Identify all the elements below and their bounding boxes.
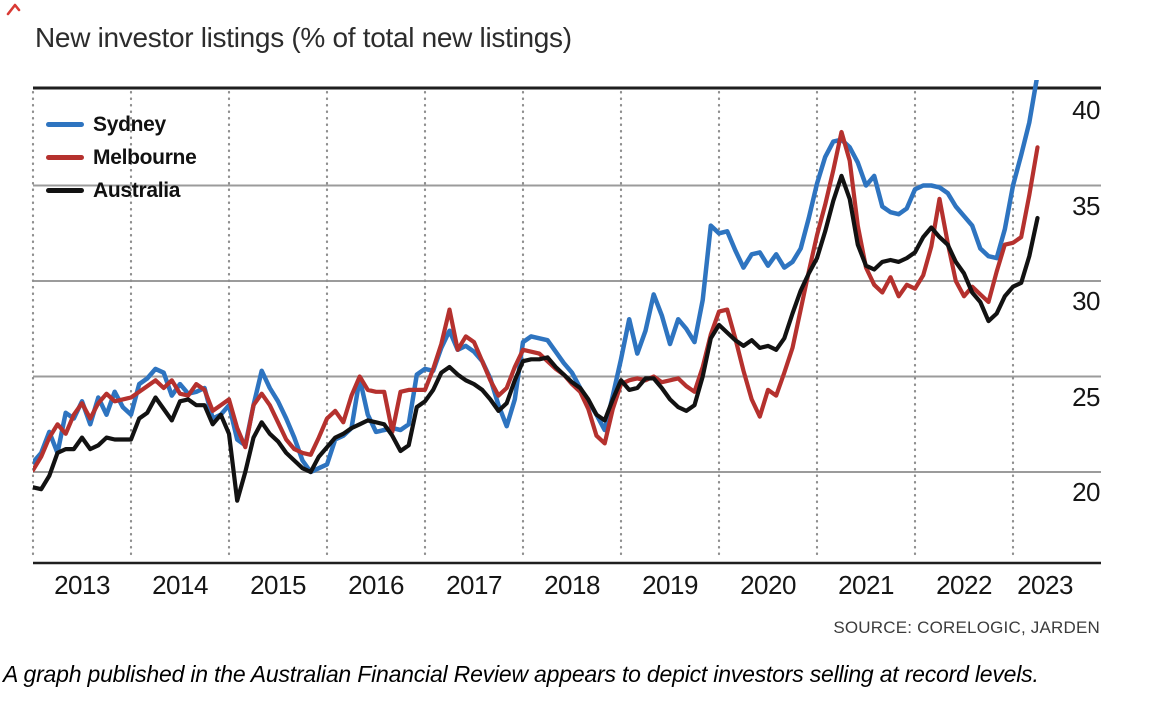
y-tick-label: 35: [1072, 190, 1100, 221]
y-tick-label: 25: [1072, 381, 1100, 412]
legend-item-australia: Australia: [46, 174, 196, 207]
legend-item-melbourne: Melbourne: [46, 141, 197, 174]
australia-line-swatch: [46, 188, 84, 193]
melbourne-series-line: [33, 129, 1040, 473]
legend-label-sydney: Sydney: [93, 112, 166, 136]
melbourne-line-swatch: [46, 155, 84, 160]
x-tick-label: 2016: [348, 570, 404, 600]
y-tick-label: 40: [1072, 95, 1100, 125]
x-tick-label: 2018: [544, 570, 600, 600]
x-tick-label: 2023: [1017, 570, 1073, 600]
legend-label-australia: Australia: [93, 178, 181, 202]
red-corner-mark: [6, 3, 21, 16]
sydney-line-swatch: [46, 122, 84, 127]
source-credit: SOURCE: CORELOGIC, JARDEN: [833, 618, 1100, 637]
x-tick-label: 2022: [936, 570, 992, 600]
legend-item-sydney: Sydney: [46, 108, 196, 141]
x-tick-label: 2019: [642, 570, 698, 600]
x-tick-label: 2017: [446, 570, 502, 600]
y-tick-label: 30: [1072, 286, 1100, 316]
x-tick-label: 2014: [152, 570, 208, 600]
chart-legend: Sydney Melbourne Australia: [46, 108, 197, 207]
x-tick-label: 2015: [250, 570, 306, 600]
x-tick-label: 2021: [838, 570, 894, 600]
australia-series-line: [33, 173, 1040, 503]
image-caption: A graph published in the Australian Fina…: [3, 661, 1039, 687]
sydney-series-line: [33, 80, 1039, 475]
legend-label-melbourne: Melbourne: [93, 145, 197, 169]
y-tick-label: 20: [1072, 477, 1100, 507]
chart-title: New investor listings (% of total new li…: [35, 22, 572, 53]
x-tick-label: 2020: [740, 570, 796, 600]
x-tick-label: 2013: [54, 570, 110, 600]
line-chart-canvas: [31, 80, 1101, 565]
